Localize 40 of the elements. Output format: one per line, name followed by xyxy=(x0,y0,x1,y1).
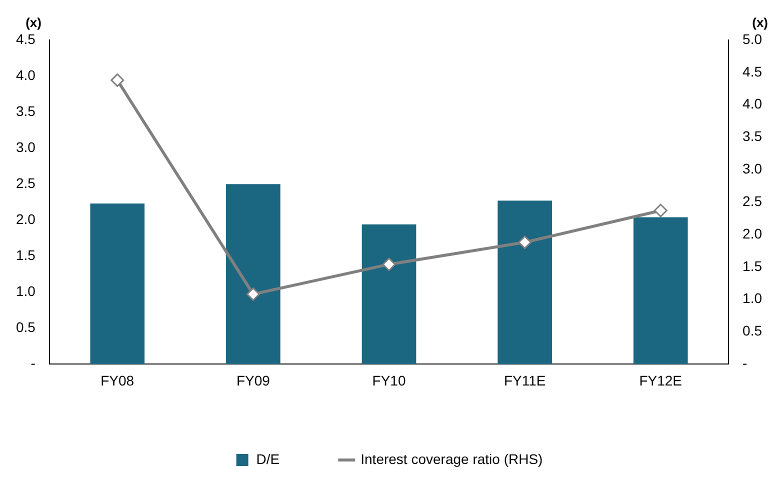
y-tick-label: 3.0 xyxy=(16,138,36,155)
y2-tick-label: 0.5 xyxy=(742,322,762,339)
bar xyxy=(633,217,688,364)
y-tick-label: 4.5 xyxy=(16,30,36,47)
bar xyxy=(226,184,280,364)
y-tick-label: - xyxy=(30,355,36,372)
x-tick-label: FY11E xyxy=(504,372,546,388)
bar xyxy=(498,200,552,364)
point xyxy=(654,204,668,218)
y2-tick-label: 1.0 xyxy=(742,290,762,306)
y-tick-label: 1.5 xyxy=(16,246,36,263)
y2-tick-label: 1.5 xyxy=(742,258,762,274)
y-tick-label: 1.0 xyxy=(16,283,36,300)
y2-tick-label: 3.5 xyxy=(742,128,762,144)
x-tick-label: FY10 xyxy=(372,372,406,388)
x-tick-label: FY12E xyxy=(639,372,682,388)
y-tick-label: 0.5 xyxy=(16,319,36,336)
y-tick-label: 4.0 xyxy=(16,66,36,83)
y-axis-title: (x) xyxy=(26,15,42,30)
legend-label: Interest coverage ratio (RHS) xyxy=(360,450,543,467)
y2-axis-title: (x) xyxy=(752,15,768,30)
y2-tick-label: 4.5 xyxy=(742,63,762,80)
y2-tick-label: 5.0 xyxy=(742,30,762,47)
point xyxy=(382,258,396,272)
point xyxy=(518,236,532,250)
legend-label: D/E xyxy=(256,450,280,467)
y-tick-label: 3.5 xyxy=(16,102,36,119)
point xyxy=(246,287,260,301)
y-tick-label: 2.0 xyxy=(16,210,36,227)
point xyxy=(110,73,124,87)
bar xyxy=(90,204,145,364)
y2-tick-label: - xyxy=(742,355,748,372)
y2-tick-label: 2.0 xyxy=(742,225,762,242)
y2-tick-label: 2.5 xyxy=(742,192,762,209)
bar xyxy=(362,224,416,364)
y-tick-label: 2.5 xyxy=(16,174,36,191)
x-tick-label: FY09 xyxy=(236,372,270,388)
x-tick-label: FY08 xyxy=(100,372,134,388)
y2-tick-label: 4.0 xyxy=(742,96,762,112)
y2-tick-label: 3.0 xyxy=(742,160,762,177)
